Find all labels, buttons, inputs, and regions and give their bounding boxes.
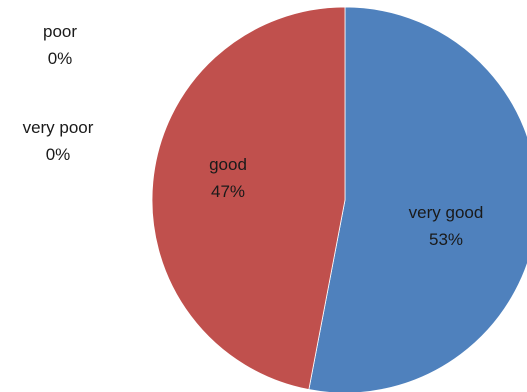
slice-label-very-good-percent: 53%: [429, 230, 463, 249]
slice-label-poor-percent: 0%: [48, 49, 73, 68]
slice-label-good-name: good: [209, 155, 247, 174]
pie-slices: [151, 6, 527, 392]
pie-slice-good: [151, 6, 346, 391]
slice-label-very-poor-percent: 0%: [46, 145, 71, 164]
slice-label-very-poor-name: very poor: [23, 118, 94, 137]
slice-label-very-good-name: very good: [409, 203, 484, 222]
slice-label-good-percent: 47%: [211, 182, 245, 201]
pie-slice-very-good: [308, 6, 527, 392]
slice-label-poor-name: poor: [43, 22, 77, 41]
